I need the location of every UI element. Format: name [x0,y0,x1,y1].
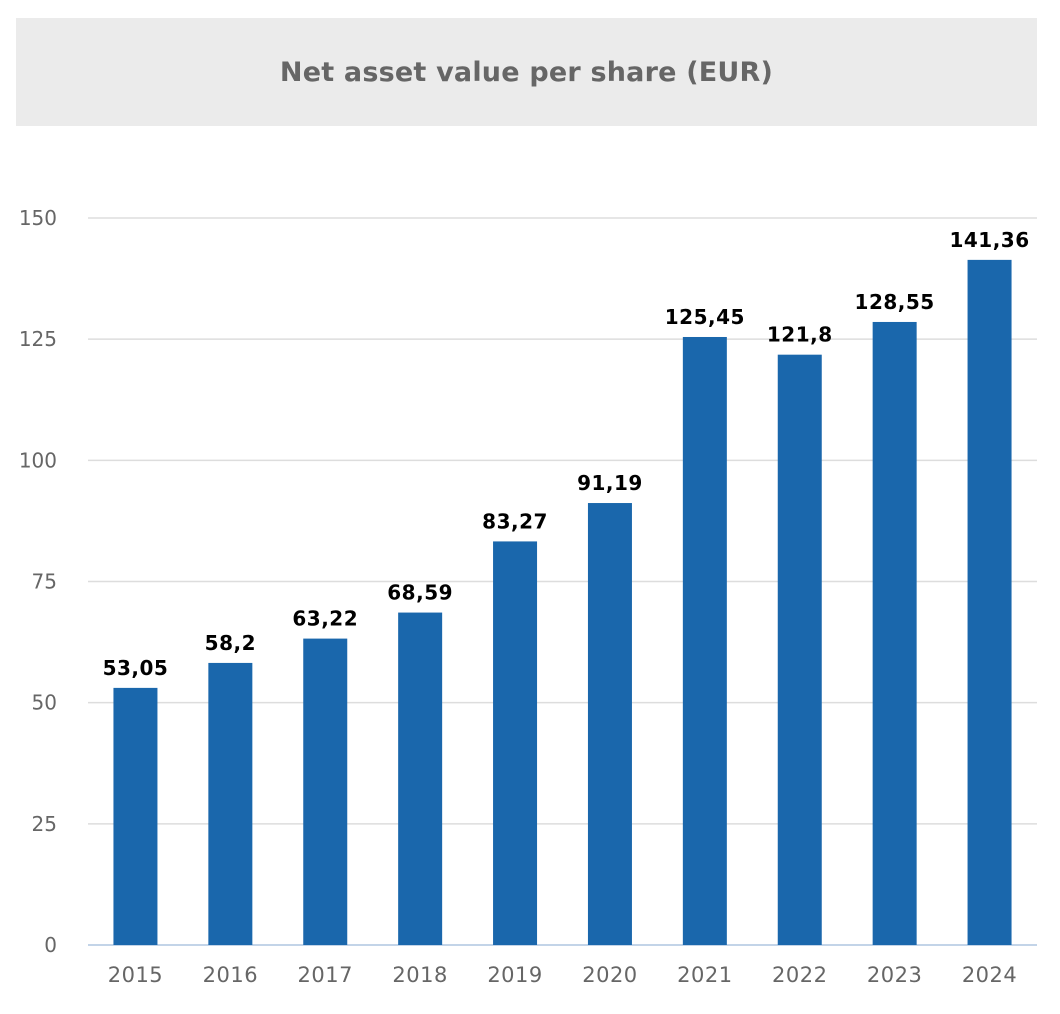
bar-2022 [777,354,822,945]
x-tick-label-2023: 2023 [867,963,922,987]
data-label-2018: 68,59 [387,581,453,605]
x-tick-label-2020: 2020 [582,963,637,987]
bar-2016 [208,662,253,945]
bar-2018 [398,612,443,945]
y-tick-label: 25 [32,812,57,836]
y-tick-label: 150 [19,206,57,230]
data-labels: 53,05 58,2 63,22 68,59 83,27 91,19 125,45 121,8… [103,228,1030,680]
y-tick-label: 50 [32,691,57,715]
bar-2021 [682,336,727,945]
y-tick-label: 100 [19,448,57,472]
y-tick-label: 125 [19,327,57,351]
data-label-2021: 125,45 [665,305,745,329]
bar-2023 [872,321,917,945]
x-tick-label-2024: 2024 [962,963,1017,987]
bar-2020 [587,503,632,945]
data-label-2024: 141,36 [949,228,1029,252]
data-label-2016: 58,2 [205,631,256,655]
x-tick-label-2017: 2017 [298,963,353,987]
bar-2015 [113,687,158,945]
bar-2019 [493,541,538,945]
data-label-2020: 91,19 [577,471,643,495]
data-label-2022: 121,8 [767,323,833,347]
data-label-2023: 128,55 [855,290,935,314]
chart-title-bar: Net asset value per share (EUR) [16,18,1037,126]
x-tick-label-2021: 2021 [677,963,732,987]
data-label-2019: 83,27 [482,509,548,533]
y-tick-label: 0 [44,933,57,957]
y-tick-label: 75 [32,570,57,594]
y-axis-ticks: 0 25 50 75 100 125 150 [19,206,57,957]
bars [113,259,1012,945]
x-tick-label-2016: 2016 [203,963,258,987]
chart-title: Net asset value per share (EUR) [279,56,774,88]
x-axis-ticks: 2015 2016 2017 2018 2019 2020 2021 2022 2023 2024 [108,963,1017,987]
data-label-2015: 53,05 [103,656,169,680]
x-tick-label-2019: 2019 [487,963,542,987]
bar-2024 [967,259,1012,945]
x-tick-label-2022: 2022 [772,963,827,987]
x-tick-label-2015: 2015 [108,963,163,987]
x-tick-label-2018: 2018 [392,963,447,987]
bar-2017 [303,638,348,945]
data-label-2017: 63,22 [292,607,358,631]
